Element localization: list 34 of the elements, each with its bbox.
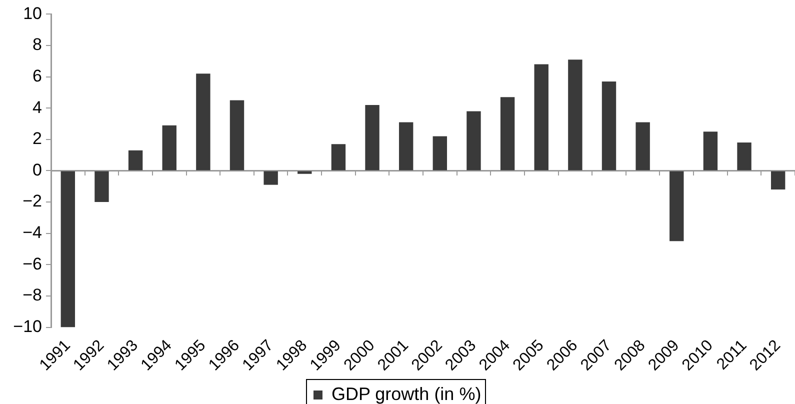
bar: [770, 171, 786, 190]
bar: [196, 74, 210, 170]
bar: [264, 171, 278, 185]
bar: [670, 171, 684, 242]
bar: [60, 171, 76, 328]
y-tick-label: −2: [22, 192, 42, 211]
y-tick-label: −4: [22, 223, 42, 242]
bar: [162, 125, 176, 170]
legend-label: GDP growth (in %): [331, 384, 482, 404]
bar: [500, 97, 515, 170]
bar: [432, 136, 448, 170]
bar: [298, 171, 312, 174]
bar: [636, 122, 650, 170]
bar: [737, 142, 752, 170]
bar: [365, 104, 380, 170]
bar: [703, 132, 718, 170]
y-tick-label: 8: [32, 35, 42, 54]
bar: [398, 122, 414, 170]
y-tick-label: 10: [23, 4, 42, 23]
bar: [602, 82, 616, 170]
bar: [230, 100, 244, 170]
y-tick-label: 6: [32, 66, 42, 86]
y-tick-label: −6: [22, 254, 42, 274]
bar: [128, 150, 143, 170]
y-tick-label: 2: [32, 129, 42, 148]
y-tick-label: 4: [32, 98, 42, 117]
y-tick-label: −8: [22, 286, 42, 305]
bar: [568, 60, 582, 170]
bar: [331, 144, 346, 170]
y-tick-label: −10: [13, 316, 42, 336]
bar: [534, 64, 548, 170]
bar: [94, 171, 109, 202]
bar: [466, 111, 481, 170]
y-tick-label: 0: [32, 160, 42, 180]
